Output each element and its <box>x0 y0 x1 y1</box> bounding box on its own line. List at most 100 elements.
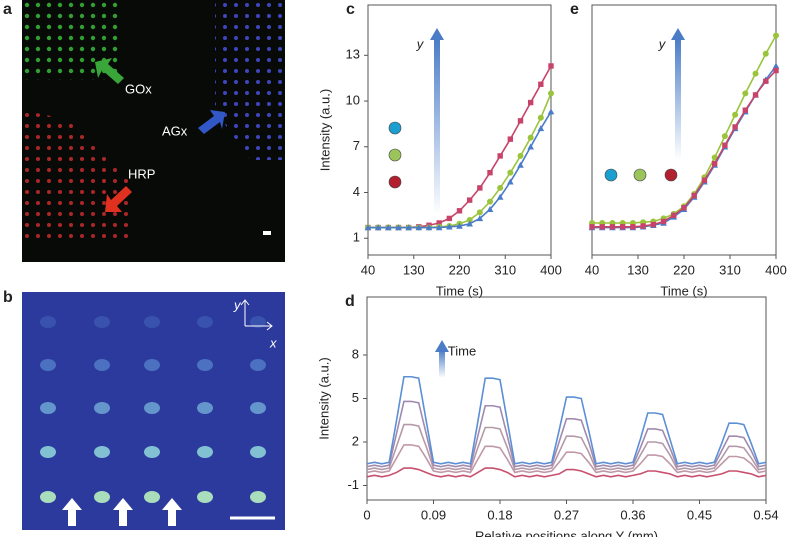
y-tick-label: 13 <box>346 47 360 62</box>
axis-label: y <box>233 297 242 312</box>
marker <box>466 220 473 227</box>
axes-indicator <box>240 299 273 331</box>
spot <box>144 316 160 328</box>
arrow <box>62 498 82 526</box>
series-line <box>592 35 777 224</box>
marker <box>456 208 463 214</box>
marker <box>425 224 433 231</box>
marker <box>477 185 483 191</box>
marker <box>507 136 514 142</box>
y-axis-label: Intensity (a.u.) <box>316 357 331 439</box>
marker <box>701 177 708 184</box>
x-tick-label: 0.36 <box>620 507 645 522</box>
annotation-arrow <box>439 350 445 378</box>
x-tick-label: 0.27 <box>554 507 579 522</box>
spot <box>250 316 266 328</box>
marker <box>609 224 616 230</box>
marker <box>599 224 605 230</box>
marker <box>476 215 484 222</box>
marker <box>436 220 442 226</box>
x-axis-label: Relative positions along Y (mm) <box>475 528 658 537</box>
x-axis-label: Time (s) <box>436 283 483 298</box>
label: GOx <box>125 81 152 96</box>
x-tick-label: 220 <box>449 262 471 277</box>
marker <box>517 152 524 159</box>
marker <box>691 192 697 199</box>
marker <box>456 222 463 229</box>
marker <box>487 169 493 176</box>
marker <box>681 205 687 211</box>
blue-spots <box>215 0 285 160</box>
marker <box>671 212 677 219</box>
marker <box>732 124 738 130</box>
marker <box>763 78 769 84</box>
series-line <box>366 375 767 465</box>
spot <box>144 359 160 371</box>
panel-letter: d <box>345 293 355 310</box>
marker <box>721 133 728 140</box>
y-tick-label: 1 <box>353 230 360 245</box>
spot <box>250 402 266 414</box>
y-tick-label: 4 <box>353 184 360 199</box>
spot <box>94 491 110 503</box>
marker <box>466 197 473 203</box>
y-tick-label: 10 <box>346 92 360 107</box>
annotation: y <box>658 36 667 51</box>
series-dot <box>664 168 678 182</box>
marker <box>374 224 382 231</box>
red-arrow <box>105 186 132 212</box>
series-line <box>366 444 767 474</box>
marker <box>517 161 524 168</box>
marker <box>589 224 595 230</box>
x-tick-label: 40 <box>585 262 599 277</box>
axis-label: x <box>269 335 277 350</box>
series-dot <box>388 148 402 162</box>
spot <box>197 359 213 371</box>
marker <box>762 50 769 57</box>
annotation-arrow <box>434 38 440 215</box>
marker <box>507 169 514 176</box>
marker <box>497 184 504 191</box>
y-tick-label: 2 <box>352 433 359 448</box>
marker <box>538 81 544 87</box>
x-tick-label: 130 <box>627 262 649 277</box>
spot <box>94 316 110 328</box>
series-line <box>366 467 767 478</box>
x-tick-label: 0 <box>363 507 370 522</box>
spot <box>197 316 213 328</box>
marker <box>476 209 483 216</box>
marker <box>547 108 555 115</box>
x-tick-label: 0.18 <box>487 507 512 522</box>
marker <box>496 193 504 200</box>
y-tick-label: 7 <box>353 138 360 153</box>
scale-bar <box>263 231 271 235</box>
x-tick-label: 0.54 <box>753 507 778 522</box>
marker <box>415 224 423 231</box>
label: HRP <box>128 166 155 181</box>
marker <box>466 216 473 223</box>
marker <box>497 153 503 159</box>
marker <box>446 215 453 222</box>
spot <box>144 446 160 458</box>
marker <box>711 154 718 161</box>
blue-arrow <box>198 110 225 134</box>
red-spots <box>22 110 130 240</box>
marker <box>722 142 728 148</box>
marker <box>742 107 749 113</box>
label: AGx <box>162 123 188 138</box>
marker <box>660 218 667 225</box>
panel-letter: e <box>570 1 579 18</box>
x-tick-label: 0.09 <box>421 507 446 522</box>
x-tick-label: 400 <box>765 262 787 277</box>
y-tick-label: -1 <box>347 477 359 492</box>
marker <box>537 114 544 121</box>
spot <box>94 446 110 458</box>
spot <box>40 446 56 458</box>
annotation: y <box>416 36 425 51</box>
panel-letter: a <box>3 1 12 18</box>
series-dot <box>388 121 402 135</box>
x-tick-label: 310 <box>494 262 516 277</box>
marker <box>364 224 372 231</box>
marker <box>640 223 646 229</box>
marker <box>773 32 779 39</box>
